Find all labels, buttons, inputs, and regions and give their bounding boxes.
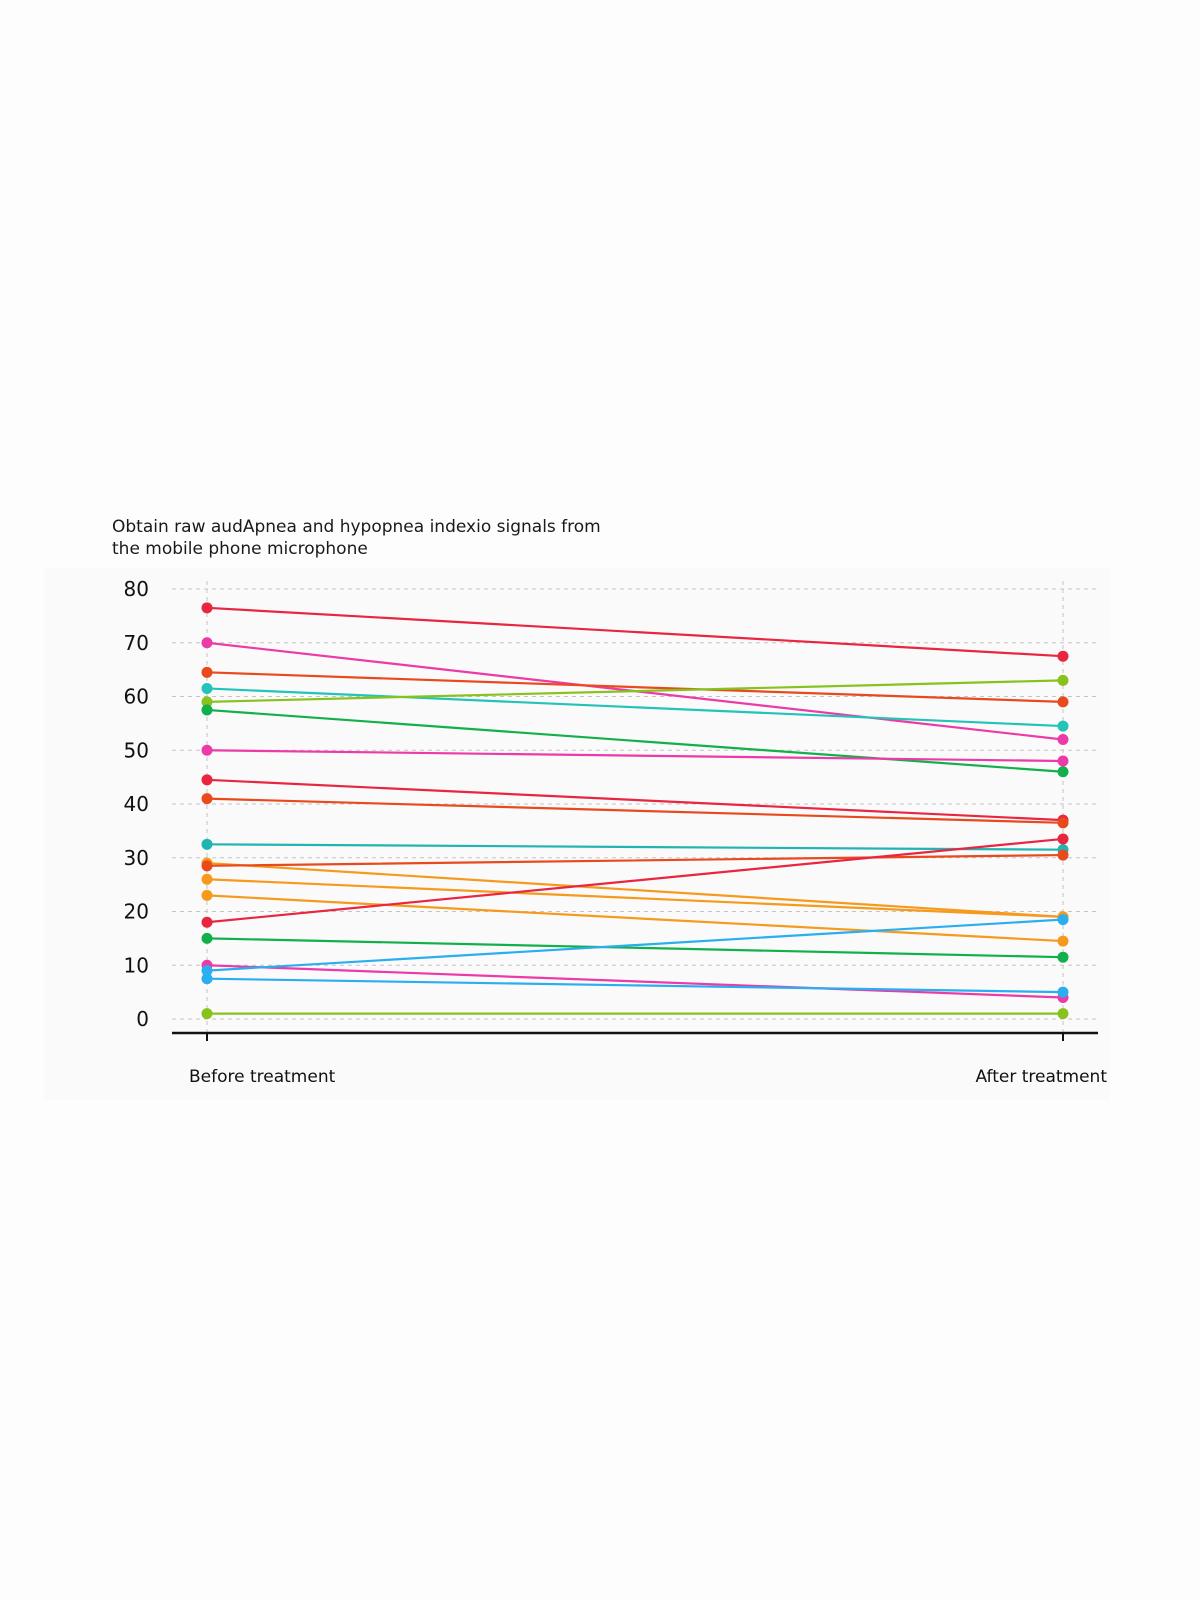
series-line xyxy=(205,964,1065,999)
data-point xyxy=(1057,650,1069,662)
x-category-label: After treatment xyxy=(975,1067,1107,1087)
data-point xyxy=(1057,986,1069,998)
data-point xyxy=(201,973,213,985)
series-line xyxy=(205,843,1065,851)
data-point xyxy=(1057,755,1069,767)
series-line xyxy=(205,679,1065,703)
data-point xyxy=(201,744,213,756)
series-line xyxy=(205,797,1065,824)
data-point xyxy=(1057,734,1069,745)
data-point xyxy=(1057,935,1069,947)
y-tick-label: 10 xyxy=(124,953,149,977)
data-point xyxy=(201,793,213,805)
series-lines xyxy=(205,606,1065,1015)
chart-title: Obtain raw audApnea and hypopnea indexio… xyxy=(112,517,601,559)
chart-panel xyxy=(44,568,1110,1100)
y-tick-label: 70 xyxy=(124,631,149,655)
data-point xyxy=(201,889,213,901)
data-point xyxy=(1057,849,1069,861)
y-tick-label: 40 xyxy=(124,792,149,816)
data-point xyxy=(201,666,213,678)
data-point xyxy=(1057,951,1069,963)
data-point xyxy=(1057,833,1069,845)
data-point xyxy=(201,1008,213,1020)
data-point xyxy=(1057,817,1069,829)
x-axis-category-labels: Before treatment After treatment xyxy=(189,1067,1107,1087)
data-point xyxy=(201,602,213,614)
data-point xyxy=(1057,696,1069,708)
series-line xyxy=(205,837,1065,924)
series-line xyxy=(205,862,1065,918)
data-point xyxy=(201,682,213,694)
data-point xyxy=(1057,1008,1069,1020)
data-point xyxy=(201,860,213,872)
series-line xyxy=(205,894,1065,943)
data-point xyxy=(1057,914,1069,926)
series-line xyxy=(205,687,1065,728)
y-tick-label: 50 xyxy=(124,738,149,762)
data-point xyxy=(1057,674,1069,686)
x-category-label: Before treatment xyxy=(189,1067,336,1087)
data-point xyxy=(201,965,213,977)
data-point xyxy=(201,774,213,786)
y-tick-label: 60 xyxy=(124,685,149,709)
series-line xyxy=(205,778,1065,822)
data-point xyxy=(201,696,213,708)
data-point xyxy=(201,916,213,928)
y-tick-label: 30 xyxy=(124,846,149,870)
series-line xyxy=(205,918,1065,972)
series-line xyxy=(205,708,1065,773)
series-line xyxy=(205,671,1065,703)
data-point xyxy=(201,637,213,649)
series-points xyxy=(201,602,1069,1020)
y-axis-tick-labels: 0 10 20 30 40 50 60 70 80 xyxy=(124,577,149,1031)
series-line xyxy=(205,878,1065,918)
y-tick-label: 20 xyxy=(124,900,149,924)
series-line xyxy=(205,606,1065,658)
y-tick-label: 0 xyxy=(136,1007,149,1031)
series-line xyxy=(205,977,1065,994)
data-point xyxy=(1057,720,1069,732)
y-tick-label: 80 xyxy=(124,577,149,601)
series-line xyxy=(205,749,1065,763)
data-point xyxy=(201,838,213,850)
series-line xyxy=(205,853,1065,867)
data-point xyxy=(201,704,213,716)
series-line xyxy=(205,937,1065,959)
data-point xyxy=(201,932,213,944)
axes xyxy=(172,1031,1098,1041)
data-point xyxy=(201,873,213,885)
data-point xyxy=(1057,766,1069,778)
